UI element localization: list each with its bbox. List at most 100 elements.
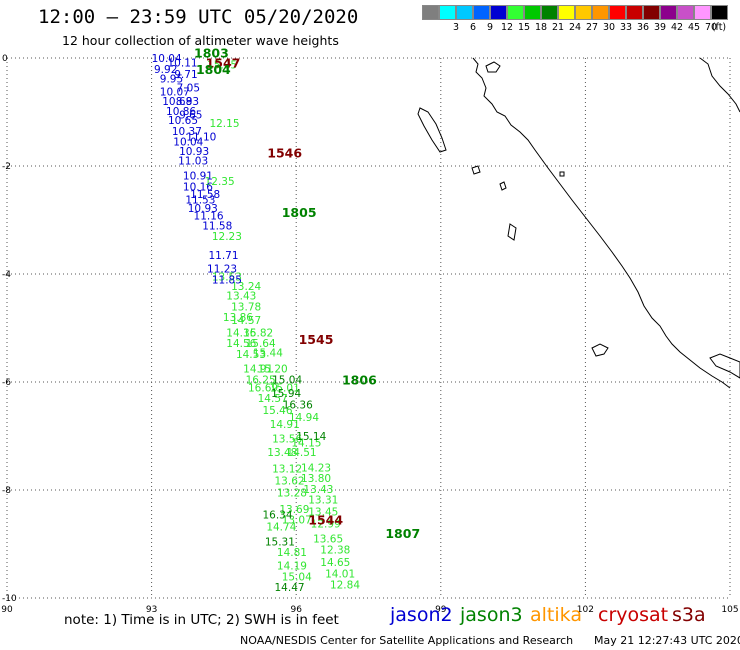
swh-observations: 15.0512.1512.3512.2313.5313.2413.4313.78…	[152, 53, 361, 594]
lon-tick-label: 93	[146, 605, 157, 615]
coastline-islands-north	[485, 61, 501, 73]
swh-value-s3a: 13.80	[301, 473, 331, 485]
scale-label: 24	[568, 22, 582, 33]
swh-value-jason3: 14.47	[275, 582, 305, 594]
swh-value-s3a: 12.84	[330, 580, 360, 592]
coastline	[417, 57, 740, 389]
swh-value-jason2: 11.10	[186, 131, 216, 143]
swh-value-jason3: 16.34	[262, 509, 292, 521]
scale-label: 9	[486, 22, 494, 33]
swh-value-s3a: 13.45	[308, 507, 338, 519]
swh-value-jason2: 11.53	[185, 194, 215, 206]
scale-label: 12	[500, 22, 514, 33]
scale-swatch	[541, 5, 558, 20]
scale-swatch	[524, 5, 541, 20]
coastline-java-tip	[709, 353, 740, 379]
swh-value-s3a: 14.81	[277, 547, 307, 559]
legend-jason3: jason3	[460, 604, 523, 626]
swh-value-s3a: 13.86	[223, 312, 253, 324]
lon-tick-label: 96	[290, 605, 302, 615]
swh-value-s3a: 12.38	[320, 544, 350, 556]
swh-value-s3a: 13.24	[231, 281, 261, 293]
scale-label: 15	[517, 22, 531, 33]
swh-value-s3a: 14.01	[325, 569, 355, 581]
lon-tick-label: 90	[1, 605, 13, 615]
scale-swatch	[439, 5, 456, 20]
swh-value-s3a: 14.91	[243, 364, 273, 376]
swh-value-s3a: 13.28	[277, 488, 307, 500]
map-title: 12:00 – 23:59 UTC 05/20/2020	[38, 6, 359, 28]
lon-tick-label: 102	[577, 605, 594, 615]
scale-label: 39	[653, 22, 667, 33]
swh-value-jason2: 11.71	[208, 250, 238, 262]
lat-tick-label: -8	[2, 486, 11, 496]
swh-value-s3a: 15.04	[282, 571, 312, 583]
swh-value-jason2: 10.91	[183, 171, 213, 183]
swh-value-jason2: 10.65	[168, 115, 198, 127]
pass-label: 1546	[267, 146, 302, 161]
swh-value-jason2: 10.04	[152, 53, 182, 65]
swh-value-s3a: 12.23	[212, 231, 242, 243]
coastline-islet-3	[507, 223, 517, 241]
coastline-island-siberut	[417, 107, 447, 153]
swh-value-s3a: 12.99	[311, 518, 341, 530]
swh-value-jason2: 10.93	[179, 146, 209, 158]
legend-s3a: s3a	[672, 604, 706, 626]
swh-value-jason2: 10.16	[183, 182, 213, 194]
swh-value-s3a: 14.19	[277, 561, 307, 573]
pass-label: 1804	[196, 62, 231, 77]
legend-jason2: jason2	[390, 604, 453, 626]
lat-tick-label: -4	[2, 270, 11, 280]
swh-value-s3a: 14.23	[301, 462, 331, 474]
coastline-islet-4	[559, 171, 565, 177]
scale-swatch	[456, 5, 473, 20]
swh-value-jason2: 10.86	[166, 106, 196, 118]
swh-value-jason2: 9.92	[154, 64, 177, 76]
swh-value-s3a: 12.15	[209, 118, 239, 130]
scale-label: 3	[452, 22, 460, 33]
lon-tick-label: 99	[435, 605, 447, 615]
scale-swatch	[558, 5, 575, 20]
swh-value-jason2: 8.93	[176, 96, 199, 108]
scale-swatch	[677, 5, 694, 20]
lat-tick-label: -6	[2, 378, 11, 388]
pass-label: 1545	[299, 332, 334, 347]
swh-value-s3a: 15.01	[270, 382, 300, 394]
scale-swatch	[643, 5, 660, 20]
swh-value-s3a: 13.53	[212, 272, 242, 284]
axis-tick-labels: 90 93 96 99 102 105 0 -2 -4 -6 -8 -10	[1, 54, 738, 615]
swh-value-s3a: 14.57	[258, 393, 288, 405]
lat-tick-label: 0	[2, 54, 8, 64]
swh-value-jason2: 9.65	[179, 110, 202, 122]
legend-altika: altika	[530, 604, 582, 626]
scale-label: 33	[619, 22, 633, 33]
scale-label: 70	[704, 22, 718, 33]
swh-value-s3a: 13.12	[272, 463, 302, 475]
swh-value-s3a: 16.25	[246, 374, 276, 386]
swh-value-jason2: 10.11	[168, 57, 198, 69]
lat-lon-grid	[6, 57, 731, 599]
swh-value-s3a: 14.94	[289, 412, 319, 424]
footer-credit: NOAA/NESDIS Center for Satellite Applica…	[240, 634, 574, 647]
coastline-islet-1	[471, 165, 481, 175]
pass-label: 1806	[342, 372, 377, 387]
swh-value-s3a: 14.56	[226, 338, 256, 350]
scale-swatch	[626, 5, 643, 20]
scale-label: 30	[602, 22, 616, 33]
swh-value-s3a: 14.51	[287, 447, 317, 459]
swh-value-s3a: 15.46	[262, 405, 292, 417]
swh-value-s3a: 16.69	[248, 382, 278, 394]
pass-label: 1544	[308, 513, 343, 528]
swh-value-s3a: 13.31	[308, 495, 338, 507]
legend-cryosat: cryosat	[598, 604, 669, 626]
pass-label: 1547	[206, 55, 241, 70]
swh-value-jason2: 9.71	[174, 69, 197, 81]
scale-swatch	[694, 5, 711, 20]
scale-label: 42	[670, 22, 684, 33]
swh-value-s3a: 13.78	[231, 301, 261, 313]
swh-value-s3a: 13.69	[279, 504, 309, 516]
swh-value-s3a: 15.44	[253, 347, 283, 359]
swh-value-jason2: 10.04	[173, 137, 203, 149]
swh-value-jason2: 11.85	[212, 274, 242, 286]
